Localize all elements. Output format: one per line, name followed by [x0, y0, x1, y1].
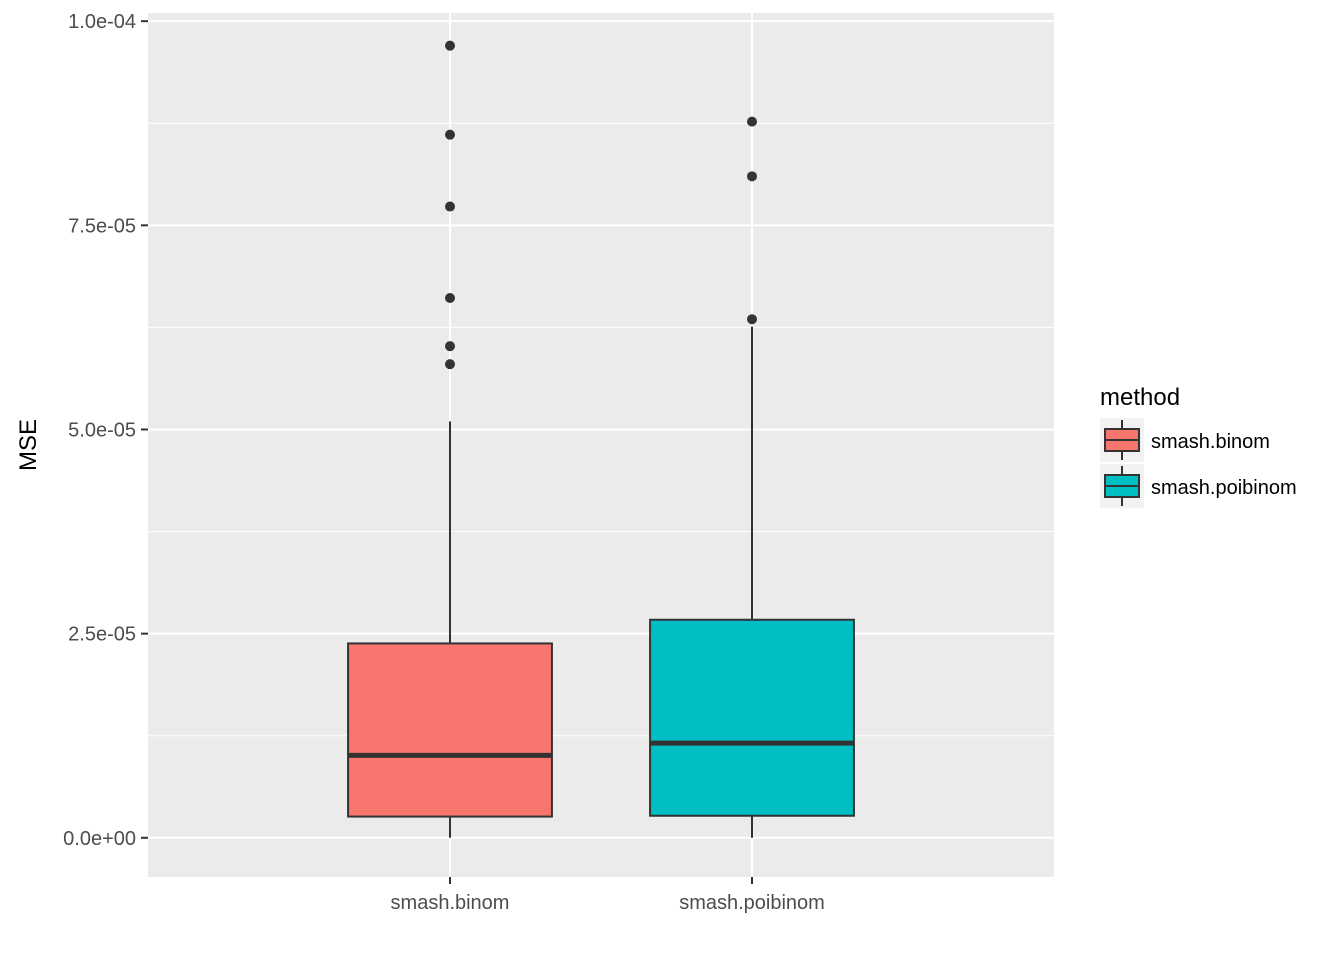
outlier-point [445, 201, 455, 212]
outlier-point [747, 116, 757, 127]
plot-panel [148, 13, 1054, 877]
y-tick-label: 7.5e-05 [68, 215, 136, 237]
legend-title: method [1100, 384, 1180, 411]
outlier-point [747, 171, 757, 182]
outlier-point [445, 40, 455, 51]
box-body [347, 642, 553, 818]
outlier-point [445, 293, 455, 304]
x-tick-label: smash.binom [391, 892, 510, 914]
outlier-point [445, 129, 455, 140]
box-body [649, 618, 855, 817]
y-tick-label: 1.0e-04 [68, 11, 136, 33]
y-tick-label: 0.0e+00 [63, 828, 136, 850]
x-axis: smash.binom smash.poibinom [391, 877, 825, 914]
y-tick-label: 5.0e-05 [68, 419, 136, 441]
box-smash.binom [347, 40, 553, 838]
legend-item-smash.poibinom: smash.poibinom [1100, 464, 1297, 508]
box-smash.poibinom [649, 116, 855, 838]
legend-label: smash.poibinom [1151, 477, 1297, 499]
y-tick-label: 2.5e-05 [68, 624, 136, 646]
legend-item-smash.binom: smash.binom [1100, 418, 1270, 462]
y-axis-title: MSE [15, 419, 42, 471]
x-tick-label: smash.poibinom [679, 892, 825, 914]
outlier-point [747, 314, 757, 325]
outlier-point [445, 359, 455, 370]
outlier-point [445, 341, 455, 352]
legend: method smash.binom smash.poibinom [1100, 384, 1297, 508]
legend-label: smash.binom [1151, 431, 1270, 453]
y-axis: 0.0e+00 2.5e-05 5.0e-05 7.5e-05 1.0e-04 [63, 11, 148, 850]
box-series [347, 40, 855, 838]
